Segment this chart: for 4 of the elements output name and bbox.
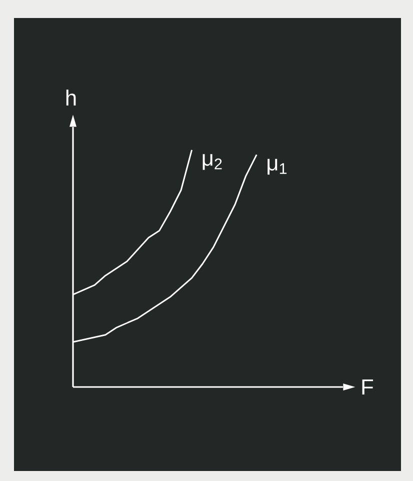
series-label: μ$_{1}$ (268, 158, 287, 175)
y-axis-title: h (66, 90, 76, 106)
x-axis-title: F (362, 379, 374, 395)
series-label: μ$_{2}$ (202, 154, 222, 170)
